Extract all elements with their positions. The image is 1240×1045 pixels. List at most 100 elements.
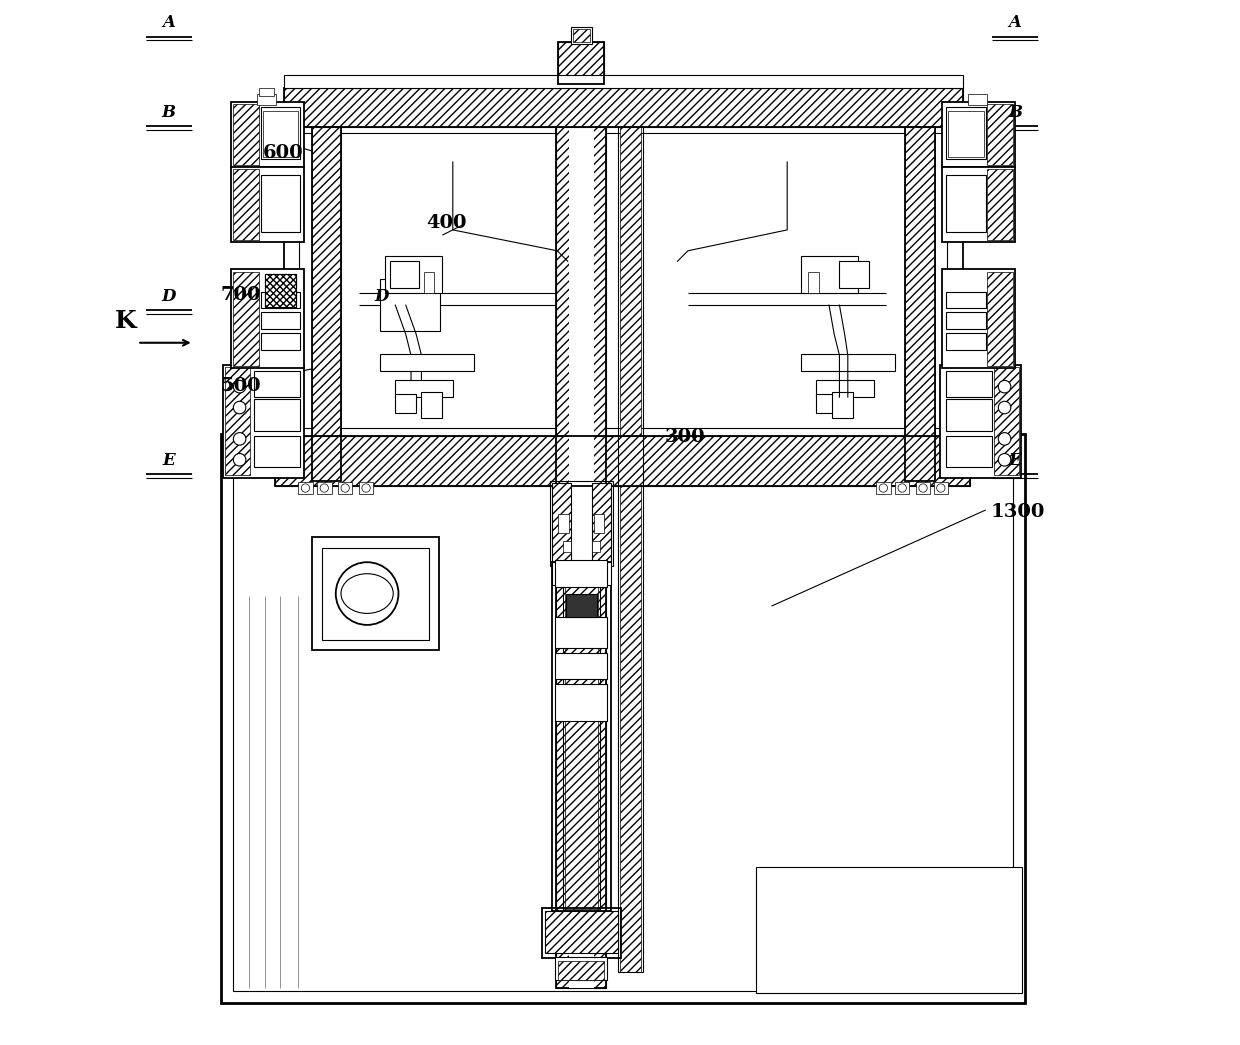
Bar xyxy=(987,104,1013,165)
Circle shape xyxy=(998,380,1011,393)
Text: B: B xyxy=(161,104,176,121)
Bar xyxy=(556,684,608,721)
Bar xyxy=(284,75,962,88)
Bar xyxy=(264,274,296,307)
Text: 1300: 1300 xyxy=(991,503,1045,521)
Circle shape xyxy=(233,401,246,414)
Bar xyxy=(591,541,600,552)
Bar xyxy=(233,272,259,366)
Bar xyxy=(556,653,608,679)
Bar xyxy=(384,256,443,293)
Circle shape xyxy=(233,433,246,445)
Bar xyxy=(563,541,570,552)
Bar xyxy=(946,399,992,431)
Bar xyxy=(558,961,604,980)
Bar xyxy=(379,354,474,371)
Bar xyxy=(231,102,304,167)
Bar xyxy=(551,481,613,566)
Text: B: B xyxy=(1008,104,1022,121)
Bar xyxy=(358,482,373,494)
Bar xyxy=(299,133,947,428)
Text: 500: 500 xyxy=(221,376,262,395)
Bar xyxy=(915,482,930,494)
Bar xyxy=(396,380,453,397)
Bar xyxy=(905,127,935,481)
Bar xyxy=(832,392,853,418)
Bar xyxy=(284,88,962,127)
Bar xyxy=(801,256,858,293)
Bar xyxy=(895,482,909,494)
Bar xyxy=(231,167,304,242)
Bar xyxy=(946,436,992,467)
Bar xyxy=(379,279,440,331)
Circle shape xyxy=(998,401,1011,414)
Bar xyxy=(260,333,300,350)
Bar xyxy=(391,261,419,288)
Bar xyxy=(552,562,610,585)
Bar xyxy=(231,269,304,368)
Bar xyxy=(263,111,298,157)
Bar xyxy=(987,272,1013,366)
Bar xyxy=(946,312,986,329)
Circle shape xyxy=(998,454,1011,466)
Text: 600: 600 xyxy=(263,143,304,162)
Circle shape xyxy=(233,380,246,393)
Circle shape xyxy=(336,562,398,625)
Bar xyxy=(556,957,608,980)
Bar xyxy=(396,394,417,413)
Bar xyxy=(946,175,986,232)
Bar xyxy=(558,42,604,84)
Bar xyxy=(570,27,591,44)
Bar xyxy=(934,482,949,494)
Bar xyxy=(618,94,644,972)
Circle shape xyxy=(320,484,329,492)
Bar xyxy=(949,111,983,157)
Circle shape xyxy=(362,484,371,492)
Bar xyxy=(260,175,300,232)
Bar xyxy=(573,29,590,42)
Bar xyxy=(994,367,1019,475)
Bar xyxy=(564,564,598,909)
Text: A: A xyxy=(1008,15,1022,31)
Bar xyxy=(839,261,869,288)
Bar xyxy=(275,436,970,486)
Bar xyxy=(221,434,1025,1003)
Bar xyxy=(544,911,618,953)
Bar xyxy=(816,394,837,413)
Circle shape xyxy=(898,484,906,492)
Bar xyxy=(875,482,890,494)
Text: E: E xyxy=(162,452,175,469)
Bar xyxy=(337,482,352,494)
Bar xyxy=(422,392,443,418)
Bar xyxy=(233,104,259,165)
Bar xyxy=(942,269,1016,368)
Bar xyxy=(298,482,312,494)
Bar xyxy=(275,436,970,486)
Bar xyxy=(946,333,986,350)
Bar xyxy=(258,94,277,104)
Bar xyxy=(591,483,610,564)
Bar xyxy=(801,354,895,371)
Text: 400: 400 xyxy=(427,213,467,232)
Bar xyxy=(284,88,962,127)
Text: E: E xyxy=(1008,452,1022,469)
Bar xyxy=(946,107,986,159)
Bar xyxy=(224,367,250,475)
Bar xyxy=(259,88,274,96)
Bar xyxy=(946,292,986,308)
Bar xyxy=(260,107,300,159)
Bar xyxy=(311,537,439,650)
Circle shape xyxy=(879,484,888,492)
Bar xyxy=(223,365,304,478)
Bar xyxy=(565,594,596,617)
Bar xyxy=(557,78,606,988)
Bar xyxy=(620,94,641,972)
Bar xyxy=(942,167,1016,242)
Text: 300: 300 xyxy=(665,427,706,446)
Bar xyxy=(322,548,429,640)
Bar xyxy=(987,169,1013,240)
Bar xyxy=(569,78,594,988)
Bar xyxy=(756,867,1022,993)
Circle shape xyxy=(341,484,350,492)
Bar xyxy=(260,312,300,329)
